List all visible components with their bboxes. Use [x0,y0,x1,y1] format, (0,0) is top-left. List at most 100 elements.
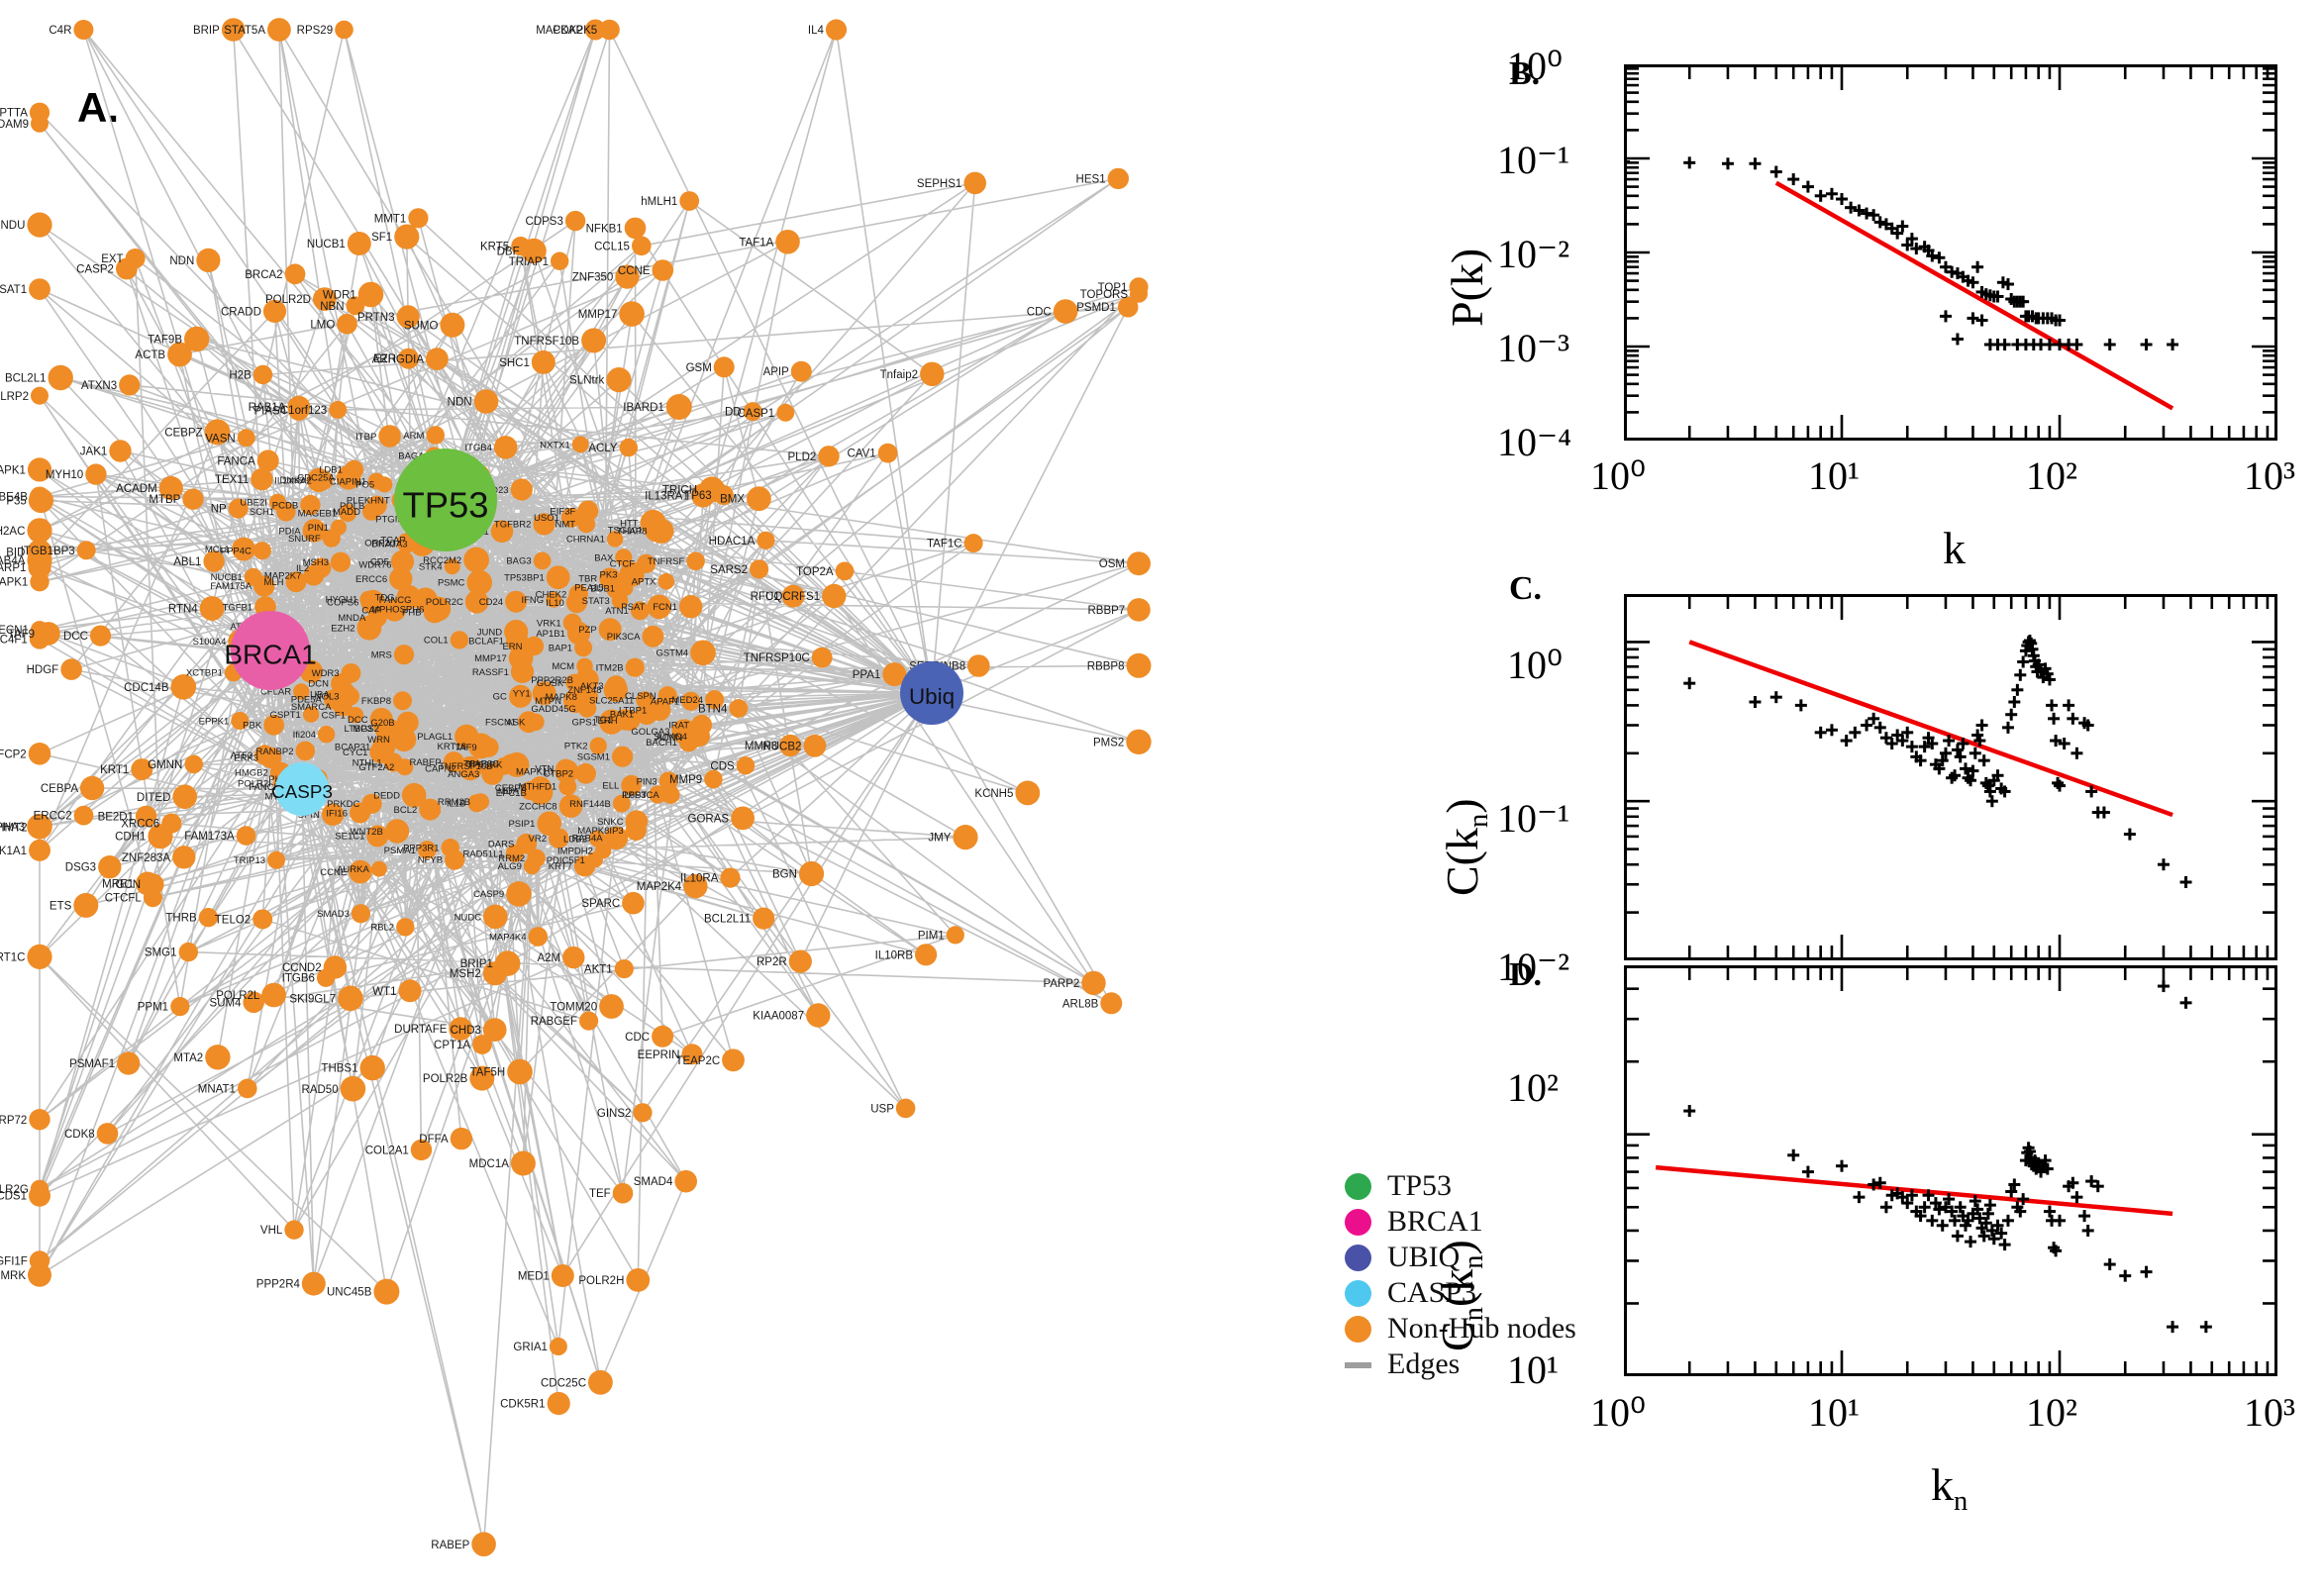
network-node[interactable] [295,741,316,761]
network-node[interactable] [490,520,514,543]
network-node[interactable] [323,689,344,710]
network-node[interactable] [686,551,705,571]
network-node[interactable] [642,625,664,648]
network-node[interactable] [262,299,287,323]
network-node[interactable] [204,419,231,446]
network-node[interactable] [98,855,122,879]
network-node[interactable] [665,394,692,420]
network-node[interactable] [426,426,446,445]
network-node[interactable] [510,478,533,501]
network-node[interactable] [60,658,82,680]
network-node[interactable] [398,348,419,369]
network-node[interactable] [287,395,311,419]
network-node[interactable] [781,584,805,608]
network-node[interactable] [347,707,364,724]
network-node[interactable] [261,982,286,1008]
network-node[interactable] [657,573,675,590]
network-node[interactable] [615,264,640,289]
network-node[interactable] [493,436,518,459]
network-node[interactable] [119,374,141,396]
network-node[interactable] [649,785,667,804]
network-node[interactable] [182,488,204,510]
network-node[interactable] [340,1075,366,1102]
network-node[interactable] [467,794,486,813]
network-node[interactable] [566,622,591,646]
network-node[interactable] [1015,780,1041,806]
network-node[interactable] [1081,970,1106,996]
network-node[interactable] [351,904,370,924]
network-node[interactable] [747,486,771,512]
network-node[interactable] [232,537,255,561]
network-node[interactable] [441,839,460,857]
network-node[interactable] [301,1271,326,1296]
network-node[interactable] [293,683,310,700]
network-node[interactable] [361,793,382,814]
network-node[interactable] [205,1045,231,1070]
network-node[interactable] [589,737,607,754]
network-node[interactable] [28,743,51,765]
network-node[interactable] [469,1065,495,1091]
network-node[interactable] [96,1123,119,1145]
network-node[interactable] [1127,551,1151,576]
network-node[interactable] [373,1278,400,1305]
network-node[interactable] [29,839,50,861]
network-node[interactable] [622,891,645,915]
network-node[interactable] [396,918,415,937]
network-node[interactable] [450,1127,473,1150]
network-node[interactable] [48,364,73,391]
network-node[interactable] [143,873,164,895]
network-node[interactable] [27,944,52,970]
network-node[interactable] [647,594,671,620]
network-node[interactable] [27,457,52,482]
network-node[interactable] [681,691,701,711]
network-node[interactable] [263,714,284,736]
network-node[interactable] [178,942,198,962]
network-hub-node-brca1[interactable] [231,611,310,690]
network-node[interactable] [604,826,629,850]
network-node[interactable] [426,348,449,370]
network-node[interactable] [690,640,716,666]
network-node[interactable] [720,867,741,888]
network-node[interactable] [198,908,219,928]
network-node[interactable] [284,263,306,285]
network-node[interactable] [109,440,132,462]
network-node[interactable] [1130,284,1148,303]
network-node[interactable] [594,843,612,859]
network-node[interactable] [321,803,345,826]
network-node[interactable] [251,467,273,491]
network-node[interactable] [172,784,197,809]
network-node[interactable] [463,547,489,573]
network-node[interactable] [621,774,642,796]
network-node[interactable] [306,467,332,492]
network-node[interactable] [393,691,412,711]
network-node[interactable] [578,687,599,707]
network-node[interactable] [779,734,802,757]
network-node[interactable] [549,828,569,848]
network-node[interactable] [606,531,624,548]
network-node[interactable] [704,769,723,789]
network-node[interactable] [1100,992,1123,1015]
network-node[interactable] [509,684,533,708]
network-node[interactable] [645,518,669,543]
network-node[interactable] [117,1051,141,1075]
network-node[interactable] [418,841,437,859]
network-node[interactable] [73,805,94,826]
network-node[interactable] [505,590,528,613]
network-node[interactable] [398,979,422,1003]
network-node[interactable] [679,191,700,211]
network-hub-node-casp3[interactable] [275,762,329,816]
network-node[interactable] [31,114,49,133]
network-node[interactable] [450,631,469,649]
network-node[interactable] [564,210,586,232]
network-node[interactable] [516,833,538,854]
network-node[interactable] [267,850,285,869]
network-node[interactable] [1126,652,1152,678]
network-node[interactable] [370,860,387,877]
network-node[interactable] [895,1098,916,1119]
network-node[interactable] [533,551,552,570]
network-node[interactable] [336,465,361,490]
network-node[interactable] [788,949,812,973]
network-node[interactable] [551,1264,574,1287]
network-node[interactable] [790,360,812,382]
network-node[interactable] [753,907,775,930]
